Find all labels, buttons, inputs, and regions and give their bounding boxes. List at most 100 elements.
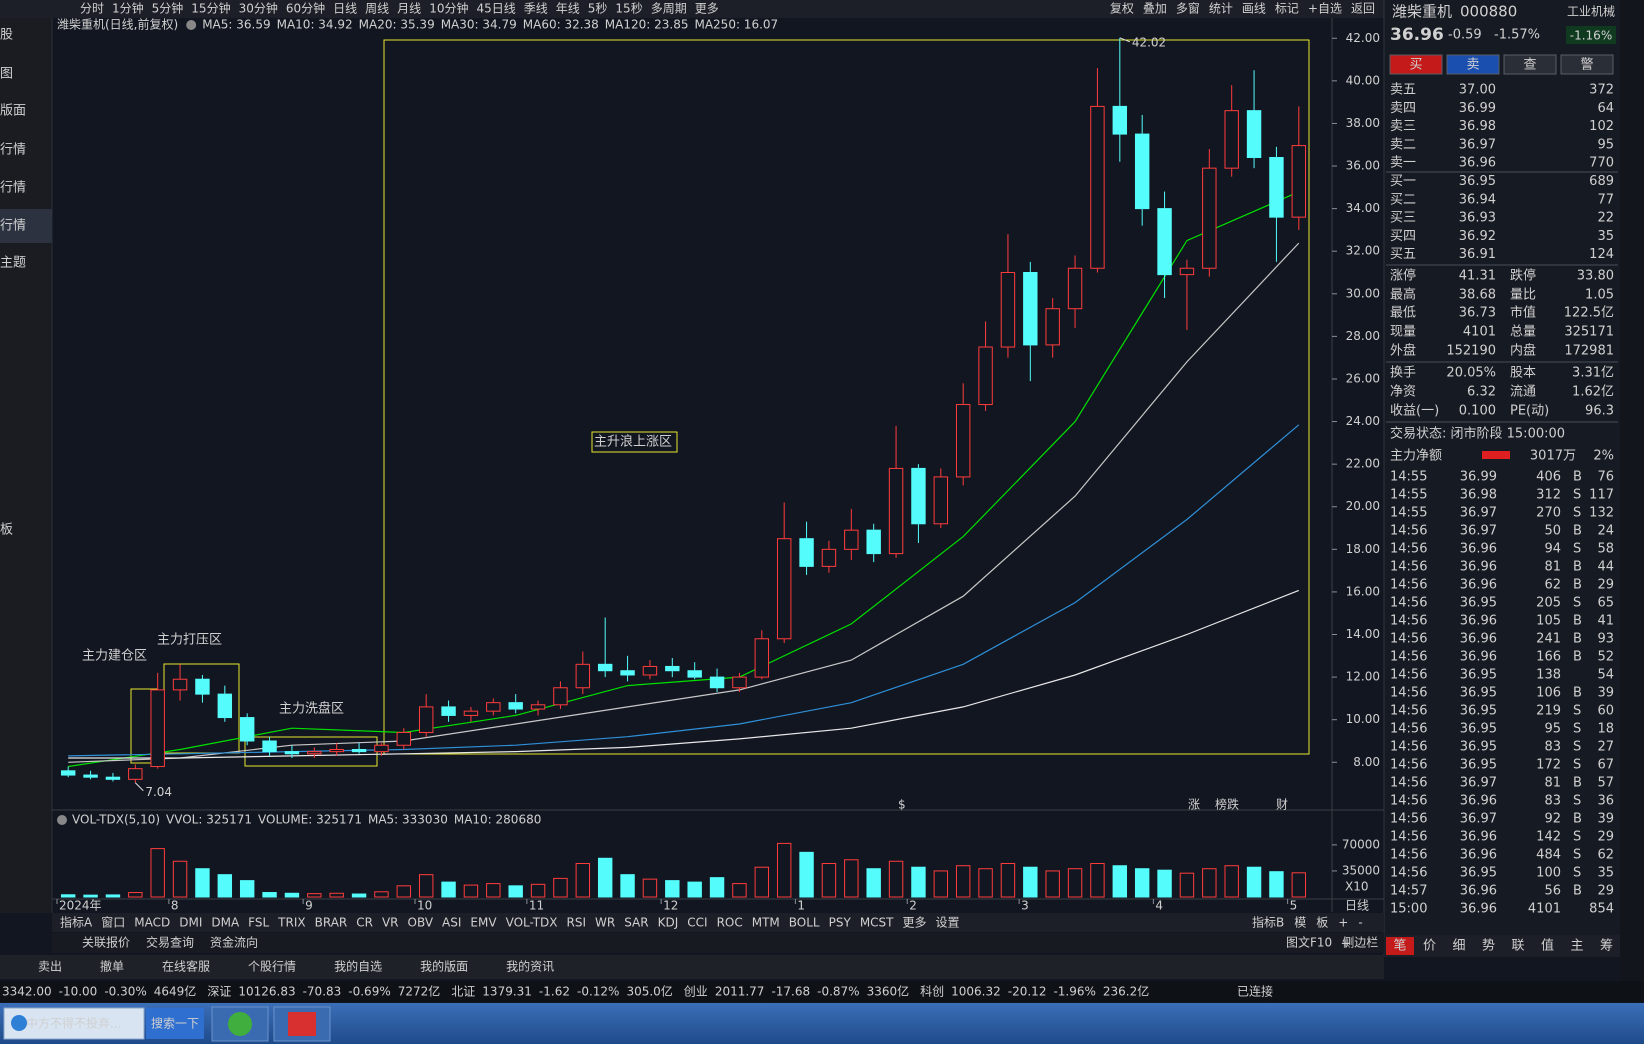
period-tab[interactable]: 10分钟 [429,1,468,16]
indicator-tab[interactable]: FSL [248,916,269,930]
period-tab[interactable]: 1分钟 [112,1,144,16]
toolbar-action[interactable]: 标记 [1275,2,1299,16]
period-tab[interactable]: 15秒 [615,2,642,16]
sidebar-item[interactable]: 股 [0,28,13,43]
ma-line [68,589,1300,759]
taskbar-tab[interactable] [3,1007,145,1040]
quote-tab[interactable]: 值 [1541,938,1554,954]
sidebar-item[interactable]: 行情 [0,143,26,158]
tool-bar-item[interactable]: 在线客服 [162,959,210,974]
period-tab[interactable]: 季线 [524,2,548,16]
toolbar-action[interactable]: 叠加 [1143,2,1167,16]
sidebar-item[interactable]: 板 [0,523,13,538]
sidebar-item[interactable]: 行情 [0,219,26,234]
indicator-tab[interactable]: CR [356,916,373,930]
indicator-control[interactable]: 板 [1316,916,1328,930]
toolbar-action[interactable]: 复权 [1110,2,1134,16]
tool-bar-item[interactable]: 我的版面 [420,959,468,974]
indicator-tab[interactable]: SAR [624,916,648,930]
indicator-tab[interactable]: MACD [134,916,170,930]
bar-toggle[interactable]: + [1341,937,1352,952]
indicator-control[interactable]: + [1338,916,1348,930]
indicator-tab[interactable]: ASI [442,916,461,930]
indicator-tab[interactable]: 设置 [936,916,960,930]
quote-tab[interactable]: 筹 [1600,938,1613,954]
sidebar-item[interactable]: 行情 [0,181,26,196]
period-tab[interactable]: 5分钟 [152,1,184,16]
toolbar-action[interactable]: 多窗 [1176,2,1200,16]
indicator-tab[interactable]: VR [382,916,399,930]
period-tab[interactable]: 更多 [695,2,719,16]
indicator-tab[interactable]: KDJ [658,916,679,930]
indicator-tab[interactable]: DMA [211,916,240,930]
sub-bar-item[interactable]: 侧边栏 [1342,935,1378,950]
sub-bar-item[interactable]: 交易查询 [146,935,194,950]
indicator-tab[interactable]: BOLL [789,916,820,930]
toolbar-action[interactable]: 画线 [1242,2,1266,16]
indicator-tab[interactable]: 指标A [60,915,93,930]
period-tab[interactable]: 月线 [397,2,421,16]
quote-tab[interactable]: 笔 [1393,938,1406,954]
tool-bar-item[interactable]: 个股行情 [248,960,296,974]
indicator-control[interactable]: 模 [1294,916,1306,930]
search-button-label[interactable]: 搜索一下 [151,1016,199,1031]
period-tab[interactable]: 45日线 [476,2,515,16]
trade-button-label[interactable]: 卖 [1466,58,1479,73]
indicator-tab[interactable]: RSI [567,916,587,930]
quote-tab[interactable]: 主 [1570,939,1583,954]
indicator-tab[interactable]: TRIX [277,916,305,930]
period-tab[interactable]: 多周期 [651,2,687,16]
indicator-tab[interactable]: WR [595,916,615,930]
indicator-tab[interactable]: BRAR [315,916,348,930]
quote-tab[interactable]: 势 [1482,938,1495,954]
indicator-control[interactable]: 指标B [1252,915,1284,930]
indicator-tab[interactable]: OBV [408,916,434,930]
period-tab[interactable]: 5秒 [588,2,608,16]
sub-bar-item[interactable]: 资金流向 [210,935,258,950]
indicator-tab[interactable]: MCST [860,916,894,930]
tool-bar-item[interactable]: 我的资讯 [506,959,554,974]
period-tab[interactable]: 周线 [365,2,389,16]
indicator-tab[interactable]: CCI [687,916,707,930]
taskbar-tab-title[interactable]: 中方不得不投弃... [26,1016,121,1031]
quote-tab[interactable]: 细 [1452,939,1465,954]
indicator-control[interactable]: - [1358,916,1362,930]
period-tab[interactable]: 日线 [333,2,357,16]
indicator-tab[interactable]: 窗口 [101,916,125,930]
trade-button[interactable] [1560,54,1614,75]
sub-bar-item[interactable]: 关联报价 [82,935,130,950]
period-tab[interactable]: 30分钟 [239,1,278,16]
tool-bar-item[interactable]: 撤单 [100,959,124,974]
indicator-tab[interactable]: VOL-TDX [506,916,558,930]
sidebar-item[interactable]: 图 [0,67,13,82]
book-price: 36.91 [1459,247,1496,262]
trade-button[interactable] [1503,54,1557,75]
period-tab[interactable]: 60分钟 [286,1,325,16]
tool-bar-item[interactable]: 卖出 [38,960,62,974]
toolbar-action[interactable]: 返回 [1351,2,1375,16]
period-tab[interactable]: 15分钟 [191,1,230,16]
indicator-tab[interactable]: EMV [470,916,497,930]
sidebar-item[interactable]: 主题 [0,256,26,271]
quote-tab[interactable]: 联 [1511,939,1524,954]
trade-button-label[interactable]: 查 [1523,58,1536,73]
trade-button-label[interactable]: 买 [1409,58,1422,73]
period-tab[interactable]: 年线 [556,2,580,16]
quote-tab[interactable]: 价 [1423,939,1436,954]
indicator-tab[interactable]: ROC [717,916,743,930]
sidebar-item[interactable]: 版面 [0,104,26,119]
indicator-tab[interactable]: DMI [179,916,202,930]
trade-button[interactable] [1389,54,1443,75]
toolbar-action[interactable]: +自选 [1308,2,1342,16]
indicator-tab[interactable]: 更多 [903,916,927,930]
indicator-tab[interactable]: MTM [752,916,780,930]
period-tab[interactable]: 分时 [80,2,104,16]
candle-body [575,663,591,689]
indicator-tab[interactable]: PSY [829,916,852,930]
search-button[interactable] [146,1008,204,1039]
tool-bar-item[interactable]: 我的自选 [334,959,382,974]
trade-button[interactable] [1446,54,1500,75]
trade-button-label[interactable]: 警 [1580,57,1593,73]
toolbar-action[interactable]: 统计 [1209,2,1233,16]
sub-bar-item[interactable]: 图文F10 [1286,935,1332,950]
